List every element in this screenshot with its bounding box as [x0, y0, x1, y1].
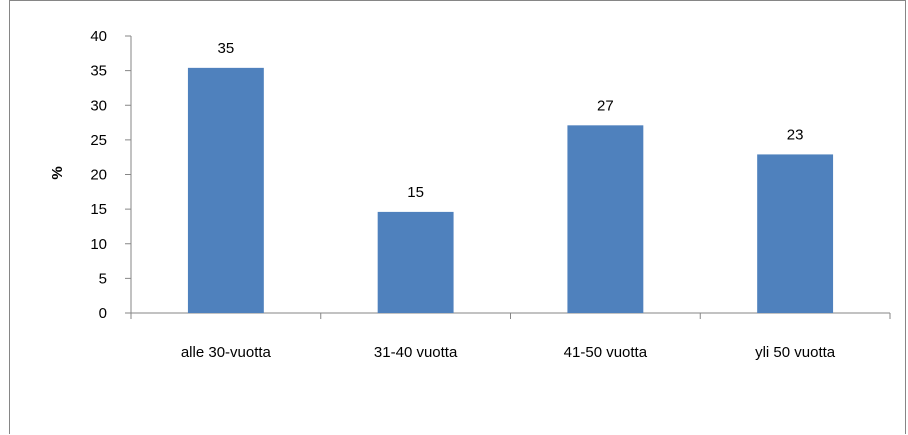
bar	[377, 211, 454, 313]
y-tick-label: 25	[90, 132, 107, 149]
bar-value-label: 27	[597, 97, 614, 114]
chart-frame	[9, 0, 906, 434]
data-labels: 35 15 27 23	[218, 40, 804, 201]
y-tick-label: 0	[99, 305, 107, 322]
x-category-label: alle 30-vuotta	[181, 344, 272, 361]
y-tick-label: 30	[90, 97, 107, 114]
y-tick-label: 10	[90, 236, 107, 253]
bar	[757, 154, 834, 313]
bar-value-label: 15	[407, 184, 424, 201]
x-category-label: yli 50 vuotta	[755, 344, 836, 361]
bar	[187, 67, 264, 313]
bar-value-label: 23	[787, 126, 804, 143]
y-axis: 0 5 10 15 20 25 30 35 40	[90, 28, 132, 322]
y-tick-label: 20	[90, 167, 107, 184]
y-tick-label: 35	[90, 63, 107, 80]
x-category-label: 31-40 vuotta	[374, 344, 458, 361]
y-tick-label: 40	[90, 28, 107, 45]
bars	[187, 67, 834, 314]
x-category-label: 41-50 vuotta	[564, 344, 648, 361]
x-axis: alle 30-vuotta 31-40 vuotta 41-50 vuotta yl…	[130, 312, 891, 361]
bar	[567, 125, 644, 314]
bar-value-label: 35	[218, 40, 235, 57]
y-tick-label: 5	[99, 270, 107, 287]
y-tick-label: 15	[90, 201, 107, 218]
y-axis-title: %	[49, 166, 66, 179]
